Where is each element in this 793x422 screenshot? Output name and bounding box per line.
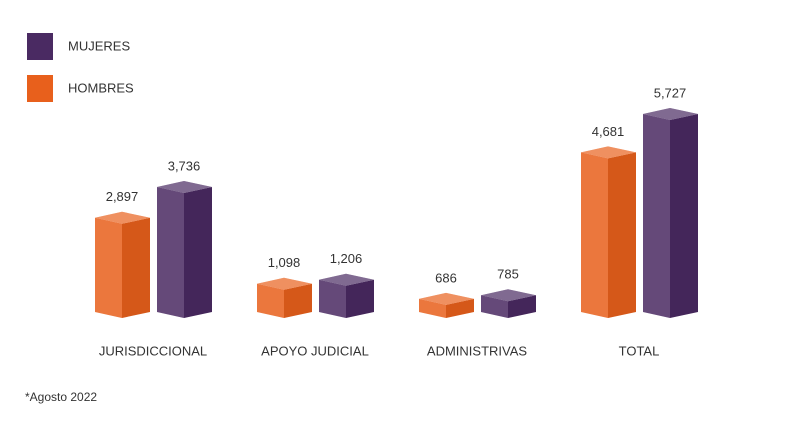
bar-left-shade xyxy=(319,279,346,318)
bar-left-face xyxy=(95,217,122,318)
x-tick-label: ADMINISTRIVAS xyxy=(427,343,527,358)
value-label: 2,897 xyxy=(106,189,139,204)
bar-top-shade xyxy=(95,211,150,224)
bar-right-shade xyxy=(446,298,474,318)
bar-top-face xyxy=(481,289,536,302)
bar xyxy=(257,277,312,318)
value-label: 5,727 xyxy=(654,85,687,100)
bar-top-face xyxy=(643,108,698,120)
bar-top-face xyxy=(95,211,150,224)
value-label: 4,681 xyxy=(592,124,625,139)
bar-right-shade xyxy=(122,217,150,318)
bar-right-face xyxy=(284,283,312,318)
bar-left-shade xyxy=(581,152,608,318)
bar xyxy=(581,146,636,318)
bar xyxy=(643,108,698,318)
bar-left-face xyxy=(581,152,608,318)
bar-right-shade xyxy=(346,279,374,318)
bar-left-face xyxy=(419,298,446,318)
value-label: 1,098 xyxy=(268,255,301,270)
bar xyxy=(319,273,374,318)
legend-swatch xyxy=(27,75,53,102)
bar xyxy=(95,211,150,318)
bar-top-shade xyxy=(319,273,374,286)
bar-left-shade xyxy=(95,217,122,318)
legend-swatch xyxy=(27,33,53,60)
bar-right-shade xyxy=(284,283,312,318)
bar-right-face xyxy=(122,217,150,318)
bar-right-face xyxy=(446,298,474,318)
bar-top-shade xyxy=(257,277,312,290)
bar-left-shade xyxy=(257,283,284,318)
bar xyxy=(157,181,212,318)
x-tick-label: APOYO JUDICIAL xyxy=(261,343,369,358)
bar-top-face xyxy=(257,277,312,290)
x-tick-label: TOTAL xyxy=(619,343,660,358)
bar-right-face xyxy=(670,114,698,318)
bar-top-shade xyxy=(481,289,536,302)
bar-left-face xyxy=(481,295,508,318)
bar-left-shade xyxy=(643,114,670,318)
x-tick-label: JURISDICCIONAL xyxy=(99,343,207,358)
bar-top-shade xyxy=(157,181,212,194)
value-label: 1,206 xyxy=(330,251,363,266)
bar-left-face xyxy=(319,279,346,318)
bar-top-face xyxy=(319,273,374,286)
bar-right-face xyxy=(184,187,212,318)
bar-top-face xyxy=(581,146,636,159)
bar-right-face xyxy=(346,279,374,318)
bar-right-face xyxy=(508,295,536,318)
bar-left-shade xyxy=(157,187,184,318)
bar-left-shade xyxy=(481,295,508,318)
legend-label: HOMBRES xyxy=(68,80,134,95)
note: *Agosto 2022 xyxy=(25,390,97,404)
bar-right-shade xyxy=(508,295,536,318)
bar-top-shade xyxy=(419,292,474,305)
bar-left-shade xyxy=(419,298,446,318)
value-label: 785 xyxy=(497,267,519,282)
bar-top-face xyxy=(157,181,212,194)
bar-left-face xyxy=(643,114,670,318)
value-label: 3,736 xyxy=(168,158,201,173)
bar-right-face xyxy=(608,152,636,318)
bar xyxy=(419,292,474,318)
legend-label: MUJERES xyxy=(68,38,130,53)
bar-right-shade xyxy=(608,152,636,318)
bar-right-shade xyxy=(184,187,212,318)
bar xyxy=(481,289,536,318)
value-label: 686 xyxy=(435,270,457,285)
bar-top-shade xyxy=(581,146,636,159)
bar-left-face xyxy=(157,187,184,318)
bar-top-shade xyxy=(643,108,698,120)
bar-top-face xyxy=(419,292,474,305)
bar-right-shade xyxy=(670,114,698,318)
bar-left-face xyxy=(257,283,284,318)
